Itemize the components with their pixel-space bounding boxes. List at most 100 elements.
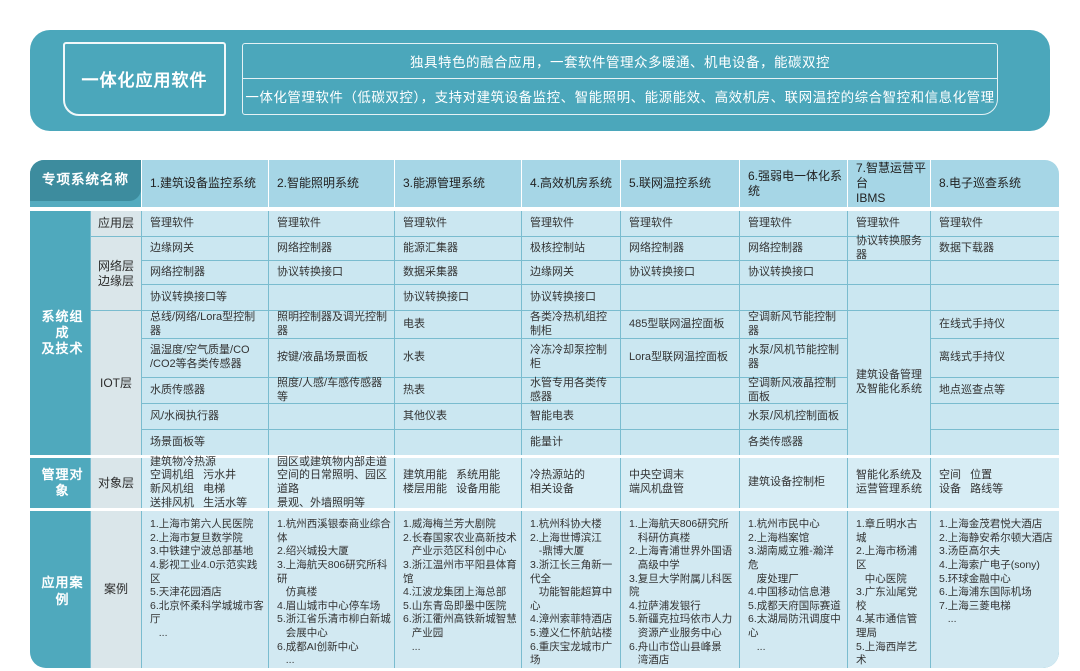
cell-c5-app: 管理软件: [621, 211, 739, 236]
cell-c3-iot-3: 热表: [395, 378, 521, 403]
cell-c3-app: 管理软件: [395, 211, 521, 236]
cell-c1-iot-5: 场景面板等: [142, 430, 268, 455]
cell-c4-iot-3: 水管专用各类传感器: [522, 377, 620, 403]
cell-c7-iot-merged: 建筑设备管理 及智能化系统: [848, 311, 930, 455]
cell-c2-net-2: 协议转换接口: [269, 261, 394, 284]
cell-c8-net-3: [931, 285, 1059, 310]
cell-c3-net-2: 数据采集器: [395, 261, 521, 284]
cell-c8-object: 空间 位置 设备 路线等: [931, 458, 1059, 508]
cell-c6-iot-5: 各类传感器: [740, 430, 847, 455]
cell-c2-net-1: 网络控制器: [269, 237, 394, 260]
cell-c4-iot-2: 冷冻冷却泵控制柜: [522, 339, 620, 377]
layer-label-iot: IOT层: [91, 311, 141, 455]
cell-c1-net-3: 协议转换接口等: [142, 285, 268, 310]
cell-c6-iot-4: 水泵/风机控制面板: [740, 404, 847, 429]
cell-c8-iot-5: [931, 430, 1059, 455]
cell-c3-iot-4: 其他仪表: [395, 404, 521, 429]
cell-c3-iot-2: 水表: [395, 339, 521, 377]
cell-c8-iot-4: [931, 404, 1059, 429]
cell-c3-cases: 1.威海梅兰芳大剧院 2.长春国家农业高新技术 产业示范区科创中心 3.浙江温州…: [395, 511, 521, 668]
cell-c4-object: 冷热源站的 相关设备: [522, 458, 620, 508]
cell-c7-cases: 1.章丘明水古城 2.上海市杨浦区 中心医院 3.广东汕尾党校 4.某市通信管理…: [848, 511, 930, 668]
cell-c8-iot-3: 地点巡查点等: [931, 378, 1059, 403]
cell-c8-app: 管理软件: [931, 211, 1059, 236]
cell-c2-app: 管理软件: [269, 211, 394, 236]
cell-c8-iot-2: 离线式手持仪: [931, 339, 1059, 377]
cell-c2-iot-5: [269, 430, 394, 455]
table-header-row: 专项系统名称 1.建筑设备监控系统 2.智能照明系统 3.能源管理系统 4.高效…: [30, 160, 1059, 207]
cell-c6-iot-1: 空调新风节能控制器: [740, 311, 847, 338]
cell-c8-iot-1: 在线式手持仪: [931, 311, 1059, 338]
banner-line-1: 独具特色的融合应用，一套软件管理众多暖通、机电设备，能碳双控: [243, 44, 997, 79]
cell-c8-net-1: 数据下载器: [931, 237, 1059, 260]
cell-c6-iot-3: 空调新风液晶控制面板: [740, 377, 847, 403]
cell-c2-object: 园区或建筑物内部走道 空间的日常照明、园区道路 景观、外墙照明等: [269, 456, 394, 509]
application-cases-band: 应用案例 案例 1.上海市第六人民医院 2.上海市复旦数学院 3.中铁建宁波总部…: [30, 511, 1059, 668]
cell-c6-iot-2: 水泵/风机节能控制器: [740, 339, 847, 377]
cell-c1-net-1: 边缘网关: [142, 237, 268, 260]
cell-c4-app: 管理软件: [522, 211, 620, 236]
cell-c3-object: 建筑用能 系统用能 楼层用能 设备用能: [395, 458, 521, 508]
cell-c1-iot-2: 温湿度/空气质量/CO /CO2等各类传感器: [142, 339, 268, 377]
section-label-cases: 应用案例: [30, 511, 90, 668]
banner-title: 一体化应用软件: [63, 41, 226, 116]
banner: 一体化应用软件 独具特色的融合应用，一套软件管理众多暖通、机电设备，能碳双控 一…: [30, 30, 1050, 131]
cell-c7-app: 管理软件: [848, 211, 930, 236]
cell-c1-app: 管理软件: [142, 211, 268, 236]
banner-description-box: 独具特色的融合应用，一套软件管理众多暖通、机电设备，能碳双控 一体化管理软件（低…: [242, 42, 998, 115]
cell-c3-iot-5: [395, 430, 521, 455]
cell-c6-object: 建筑设备控制柜: [740, 458, 847, 508]
cell-c3-net-1: 能源汇集器: [395, 237, 521, 260]
cell-c7-net-2: [848, 261, 930, 284]
cell-c2-iot-3: 照度/人感/车感传感器等: [269, 377, 394, 403]
cell-c1-iot-3: 水质传感器: [142, 378, 268, 403]
cell-c6-net-1: 网络控制器: [740, 237, 847, 260]
cell-c2-iot-1: 照明控制器及调光控制器: [269, 311, 394, 338]
cell-c7-object: 智能化系统及 运营管理系统: [848, 458, 930, 508]
layer-label-case: 案例: [91, 511, 141, 668]
cell-c2-iot-2: 按键/液晶场景面板: [269, 339, 394, 377]
cell-c1-cases: 1.上海市第六人民医院 2.上海市复旦数学院 3.中铁建宁波总部基地 4.影视工…: [142, 511, 268, 668]
cell-c6-app: 管理软件: [740, 211, 847, 236]
cell-c6-net-3: [740, 285, 847, 310]
cell-c4-cases: 1.杭州科协大楼 2.上海世博滨江 -鼎博大厦 3.浙江长三角新一代全 功能智能…: [522, 511, 620, 668]
cell-c4-iot-1: 各类冷热机组控制柜: [522, 311, 620, 338]
cell-c5-iot-3: [621, 378, 739, 403]
section-label-management: 管理对象: [30, 458, 90, 508]
cell-c2-iot-4: [269, 404, 394, 429]
cell-c2-cases: 1.杭州西溪银泰商业综合体 2.绍兴城投大厦 3.上海航天806研究所科研 仿真…: [269, 511, 394, 668]
col-header-3: 3.能源管理系统: [395, 160, 521, 207]
cell-c5-iot-1: 485型联网温控面板: [621, 311, 739, 338]
cell-c5-iot-4: [621, 404, 739, 429]
cell-c1-iot-1: 总线/网络/Lora型控制器: [142, 311, 268, 338]
cell-c3-iot-1: 电表: [395, 311, 521, 338]
layer-label-app: 应用层: [91, 211, 141, 236]
layer-label-network: 网络层 边缘层: [91, 237, 141, 310]
cell-c1-object: 建筑物冷热源 空调机组 污水井 新风机组 电梯 送排风机 生活水等: [142, 456, 268, 509]
cell-c5-iot-2: Lora型联网温控面板: [621, 339, 739, 377]
cell-c7-net-1: 协议转换服务器: [848, 235, 930, 261]
cell-c4-iot-4: 智能电表: [522, 404, 620, 429]
cell-c8-net-2: [931, 261, 1059, 284]
col-header-8: 8.电子巡查系统: [931, 160, 1059, 207]
cell-c2-net-3: [269, 285, 394, 310]
cell-c5-iot-5: [621, 430, 739, 455]
cell-c5-object: 中央空调末 端风机盘管: [621, 458, 739, 508]
banner-line-2: 一体化管理软件（低碳双控），支持对建筑设备监控、智能照明、能源能效、高效机房、联…: [245, 90, 995, 106]
corner-cell: 专项系统名称: [30, 160, 141, 207]
col-header-6: 6.强弱电一体化系统: [740, 160, 847, 207]
cell-c1-iot-4: 风/水阀执行器: [142, 404, 268, 429]
cell-c5-cases: 1.上海航天806研究所 科研仿真楼 2.上海青浦世界外国语 高级中学 3.复旦…: [621, 511, 739, 668]
col-header-7: 7.智慧运营平台 IBMS: [848, 160, 930, 207]
cell-c5-net-1: 网络控制器: [621, 237, 739, 260]
cell-c4-net-3: 协议转换接口: [522, 285, 620, 310]
cell-c3-net-3: 协议转换接口: [395, 285, 521, 310]
layer-label-object: 对象层: [91, 458, 141, 508]
section-label-composition: 系统组成 及技术: [30, 211, 90, 455]
col-header-1: 1.建筑设备监控系统: [142, 160, 268, 207]
col-header-4: 4.高效机房系统: [522, 160, 620, 207]
col-header-5: 5.联网温控系统: [621, 160, 739, 207]
cell-c8-cases: 1.上海金茂君悦大酒店 2.上海静安希尔顿大酒店 3.汤臣高尔夫 4.上海索广电…: [931, 511, 1059, 668]
cell-c5-net-2: 协议转换接口: [621, 261, 739, 284]
